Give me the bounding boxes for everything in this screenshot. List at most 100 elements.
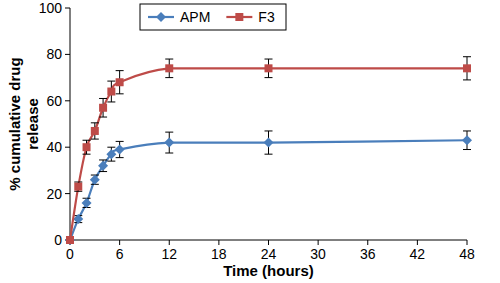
- error-cap: [99, 98, 107, 99]
- data-point: [83, 143, 91, 151]
- y-axis-label: % cumulative drugrelease: [6, 57, 41, 190]
- error-cap: [265, 77, 273, 78]
- error-bar: [165, 132, 173, 153]
- error-cap: [463, 130, 471, 131]
- x-tick-label: 0: [66, 246, 74, 262]
- y-tick-label: 20: [46, 186, 62, 202]
- error-bar: [91, 123, 99, 139]
- x-tick-label: 42: [410, 246, 426, 262]
- y-axis-label-line: release: [24, 98, 41, 150]
- data-point: [463, 64, 471, 72]
- error-bar: [83, 198, 91, 207]
- y-tick-label: 0: [54, 232, 62, 248]
- x-tick-label: 24: [261, 246, 277, 262]
- error-cap: [99, 159, 107, 160]
- legend-marker: [235, 13, 243, 21]
- error-cap: [99, 171, 107, 172]
- data-point: [164, 138, 174, 148]
- error-cap: [165, 153, 173, 154]
- data-point: [264, 138, 274, 148]
- error-bar: [265, 59, 273, 78]
- error-bar: [116, 141, 124, 157]
- error-cap: [165, 59, 173, 60]
- error-bar: [107, 81, 115, 102]
- data-point: [106, 149, 116, 159]
- error-cap: [265, 59, 273, 60]
- x-tick: [367, 240, 368, 245]
- data-point: [165, 64, 173, 72]
- data-point: [91, 127, 99, 135]
- y-axis: [70, 8, 71, 240]
- data-point: [265, 64, 273, 72]
- data-point: [462, 135, 472, 145]
- error-cap: [83, 140, 91, 141]
- y-tick-label: 40: [46, 139, 62, 155]
- x-tick: [119, 240, 120, 245]
- error-cap: [463, 56, 471, 57]
- data-point: [98, 161, 108, 171]
- error-cap: [265, 154, 273, 155]
- y-tick-label: 60: [46, 93, 62, 109]
- y-axis-label-line: % cumulative drug: [6, 57, 23, 190]
- data-point: [66, 236, 74, 244]
- error-cap: [83, 154, 91, 155]
- error-bar: [463, 131, 471, 150]
- error-cap: [116, 93, 124, 94]
- data-point: [115, 145, 125, 155]
- error-cap: [91, 139, 99, 140]
- error-cap: [116, 70, 124, 71]
- error-bar: [91, 175, 99, 184]
- y-tick: [65, 100, 70, 101]
- legend-box: [140, 4, 286, 30]
- error-cap: [99, 117, 107, 118]
- error-bar: [83, 140, 91, 154]
- data-point: [82, 198, 92, 208]
- x-tick: [268, 240, 269, 245]
- legend-label: APM: [180, 9, 210, 25]
- data-point: [90, 175, 100, 185]
- error-cap: [165, 132, 173, 133]
- error-cap: [107, 147, 115, 148]
- chart-svg: 0 20 40 60 80 100 0 6 12 18 24 30 36 42 48 Time (hours)…: [0, 0, 500, 283]
- y-tick: [65, 193, 70, 194]
- series-line: [70, 140, 467, 240]
- data-point: [73, 214, 83, 224]
- x-tick: [169, 240, 170, 245]
- x-tick-label: 48: [459, 246, 475, 262]
- error-bar: [99, 160, 107, 172]
- y-tick-label: 80: [46, 46, 62, 62]
- y-tick: [65, 8, 70, 9]
- error-cap: [107, 161, 115, 162]
- error-bar: [99, 98, 107, 117]
- error-cap: [463, 79, 471, 80]
- data-point: [74, 183, 82, 191]
- error-bar: [116, 71, 124, 94]
- x-tick-label: 18: [211, 246, 227, 262]
- error-cap: [463, 149, 471, 150]
- error-cap: [74, 191, 82, 192]
- x-tick-label: 36: [360, 246, 376, 262]
- x-tick-label: 12: [161, 246, 177, 262]
- x-tick-label: 30: [310, 246, 326, 262]
- error-bar: [107, 147, 115, 161]
- error-cap: [107, 81, 115, 82]
- data-point: [65, 235, 75, 245]
- legend: APM F3: [140, 4, 286, 30]
- data-point: [116, 78, 124, 86]
- error-cap: [74, 182, 82, 183]
- series-line: [70, 68, 467, 240]
- data-point: [107, 88, 115, 96]
- x-tick-label: 6: [116, 246, 124, 262]
- error-bar: [165, 59, 173, 78]
- y-tick: [65, 54, 70, 55]
- error-cap: [116, 141, 124, 142]
- y-tick-label: 100: [39, 0, 63, 16]
- x-tick: [417, 240, 418, 245]
- plot-area: [65, 57, 472, 245]
- legend-label: F3: [258, 9, 275, 25]
- error-cap: [116, 157, 124, 158]
- x-axis-label: Time (hours): [223, 262, 314, 279]
- data-point: [99, 104, 107, 112]
- x-tick: [467, 240, 468, 245]
- error-bar: [74, 182, 82, 191]
